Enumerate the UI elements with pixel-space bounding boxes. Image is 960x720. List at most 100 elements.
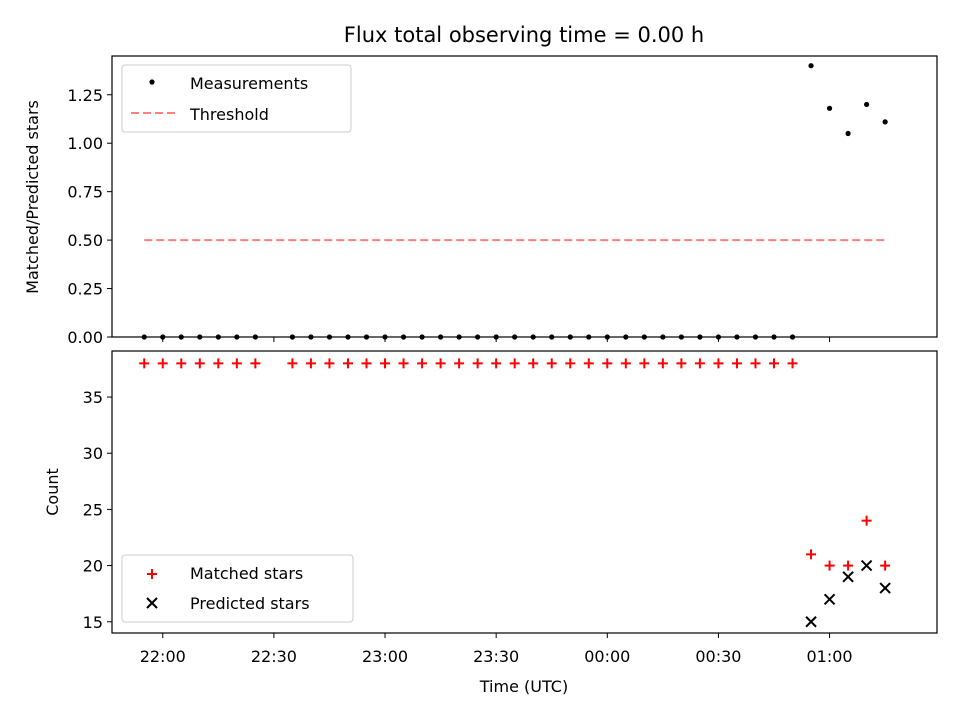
matched-star-point bbox=[880, 560, 891, 571]
x-tick-label: 23:30 bbox=[473, 647, 519, 666]
matched-star-point bbox=[398, 358, 409, 369]
predicted-star-point bbox=[842, 571, 854, 583]
matched-star-point bbox=[287, 358, 298, 369]
measurement-point bbox=[234, 334, 240, 340]
measurement-point bbox=[326, 334, 333, 340]
measurement-point bbox=[512, 334, 518, 340]
bottom-y-tick-label: 20 bbox=[83, 557, 103, 576]
bottom-y-tick-label: 35 bbox=[83, 388, 103, 407]
measurement-point bbox=[382, 334, 388, 340]
matched-star-point bbox=[139, 358, 150, 369]
measurement-point bbox=[549, 334, 555, 340]
x-tick-label: 00:00 bbox=[584, 647, 630, 666]
measurement-point bbox=[808, 63, 814, 69]
measurement-point bbox=[456, 334, 462, 340]
measurement-point bbox=[400, 334, 407, 340]
bottom-legend: Matched stars Predicted stars bbox=[121, 554, 354, 623]
matched-star-point bbox=[361, 358, 372, 369]
measurement-point bbox=[215, 334, 221, 340]
matched-star-point bbox=[565, 358, 576, 369]
measurement-point bbox=[697, 334, 703, 340]
measurement-point bbox=[252, 334, 258, 340]
matched-star-point bbox=[583, 358, 594, 369]
measurement-point bbox=[493, 334, 499, 340]
measurement-point bbox=[826, 105, 833, 111]
measurement-point bbox=[882, 119, 888, 125]
legend-measurements-marker bbox=[149, 79, 155, 85]
bottom-y-tick-label: 30 bbox=[83, 444, 103, 463]
measurement-point bbox=[530, 334, 536, 340]
matched-star-point bbox=[620, 358, 631, 369]
legend-threshold-label: Threshold bbox=[189, 105, 269, 124]
legend-matched-label: Matched stars bbox=[190, 564, 303, 583]
matched-star-point bbox=[380, 358, 391, 369]
bottom-legend-box bbox=[121, 554, 354, 623]
matched-star-point bbox=[750, 358, 761, 369]
measurement-point bbox=[641, 334, 647, 340]
measurement-point bbox=[789, 334, 796, 340]
matched-star-point bbox=[806, 549, 817, 560]
predicted-star-point bbox=[860, 559, 873, 572]
bottom-y-tick-label: 25 bbox=[83, 500, 103, 519]
measurement-point bbox=[734, 334, 740, 340]
legend-matched-marker bbox=[147, 569, 157, 579]
top-chart-title: Flux total observing time = 0.00 h bbox=[344, 23, 704, 47]
matched-star-point bbox=[231, 358, 242, 369]
top-y-tick-label: 1.25 bbox=[67, 86, 103, 105]
measurement-point bbox=[419, 334, 425, 340]
matched-star-point bbox=[213, 358, 224, 369]
top-y-tick-label: 0.25 bbox=[67, 280, 103, 299]
matched-star-point bbox=[250, 358, 261, 369]
matched-star-point bbox=[176, 358, 187, 369]
bottom-y-tick-label: 15 bbox=[83, 613, 103, 632]
measurement-point bbox=[308, 334, 314, 340]
predicted-star-stroke-b bbox=[823, 593, 836, 606]
x-axis-label: Time (UTC) bbox=[479, 677, 568, 696]
predicted-star-stroke-b bbox=[842, 571, 854, 583]
legend-measurements-label: Measurements bbox=[190, 74, 308, 93]
matched-star-point bbox=[546, 358, 557, 369]
matched-star-point bbox=[657, 358, 668, 369]
matched-star-point bbox=[194, 358, 205, 369]
x-tick-label: 23:00 bbox=[362, 647, 408, 666]
matched-star-point bbox=[491, 358, 502, 369]
measurement-point bbox=[864, 101, 870, 108]
matched-star-point bbox=[769, 358, 780, 369]
matched-star-point bbox=[472, 358, 483, 369]
matched-star-point bbox=[602, 358, 613, 369]
predicted-star-point bbox=[823, 593, 836, 606]
measurement-point bbox=[845, 130, 851, 137]
top-chart-marks: 0.00 0.25 0.50 0.75 1.00 1.25 bbox=[67, 63, 888, 347]
measurement-point bbox=[437, 334, 444, 340]
matched-star-point bbox=[731, 358, 742, 369]
measurement-point bbox=[197, 334, 203, 340]
matched-star-point bbox=[713, 358, 724, 369]
matched-star-point bbox=[676, 358, 687, 369]
matched-star-point bbox=[157, 358, 168, 369]
measurement-point bbox=[141, 334, 147, 340]
measurement-point bbox=[586, 334, 592, 340]
matched-star-point bbox=[528, 358, 539, 369]
measurement-point bbox=[660, 334, 666, 340]
bottom-chart-marks: 15 20 25 30 35 22:00 22:30 23:00 23:30 00:00 00:30… bbox=[83, 358, 891, 666]
x-tick-label: 22:30 bbox=[251, 647, 297, 666]
bottom-plot-frame bbox=[111, 350, 938, 634]
matched-star-point bbox=[417, 358, 428, 369]
predicted-star-point bbox=[805, 616, 817, 628]
measurement-point bbox=[604, 334, 610, 340]
top-y-tick-label: 0.50 bbox=[67, 231, 103, 250]
top-y-tick-label: 1.00 bbox=[67, 134, 103, 153]
matched-star-point bbox=[861, 515, 872, 526]
bottom-y-axis-label: Count bbox=[43, 468, 62, 516]
matched-star-point bbox=[509, 358, 520, 369]
matched-star-point bbox=[787, 358, 798, 369]
x-tick-label: 01:00 bbox=[807, 647, 853, 666]
matched-star-point bbox=[824, 560, 835, 571]
x-tick-label: 22:00 bbox=[140, 647, 186, 666]
legend-predicted-marker bbox=[146, 597, 158, 609]
measurement-point bbox=[363, 334, 370, 340]
measurement-point bbox=[160, 334, 166, 340]
matched-star-point bbox=[435, 358, 446, 369]
matched-star-point bbox=[694, 358, 705, 369]
